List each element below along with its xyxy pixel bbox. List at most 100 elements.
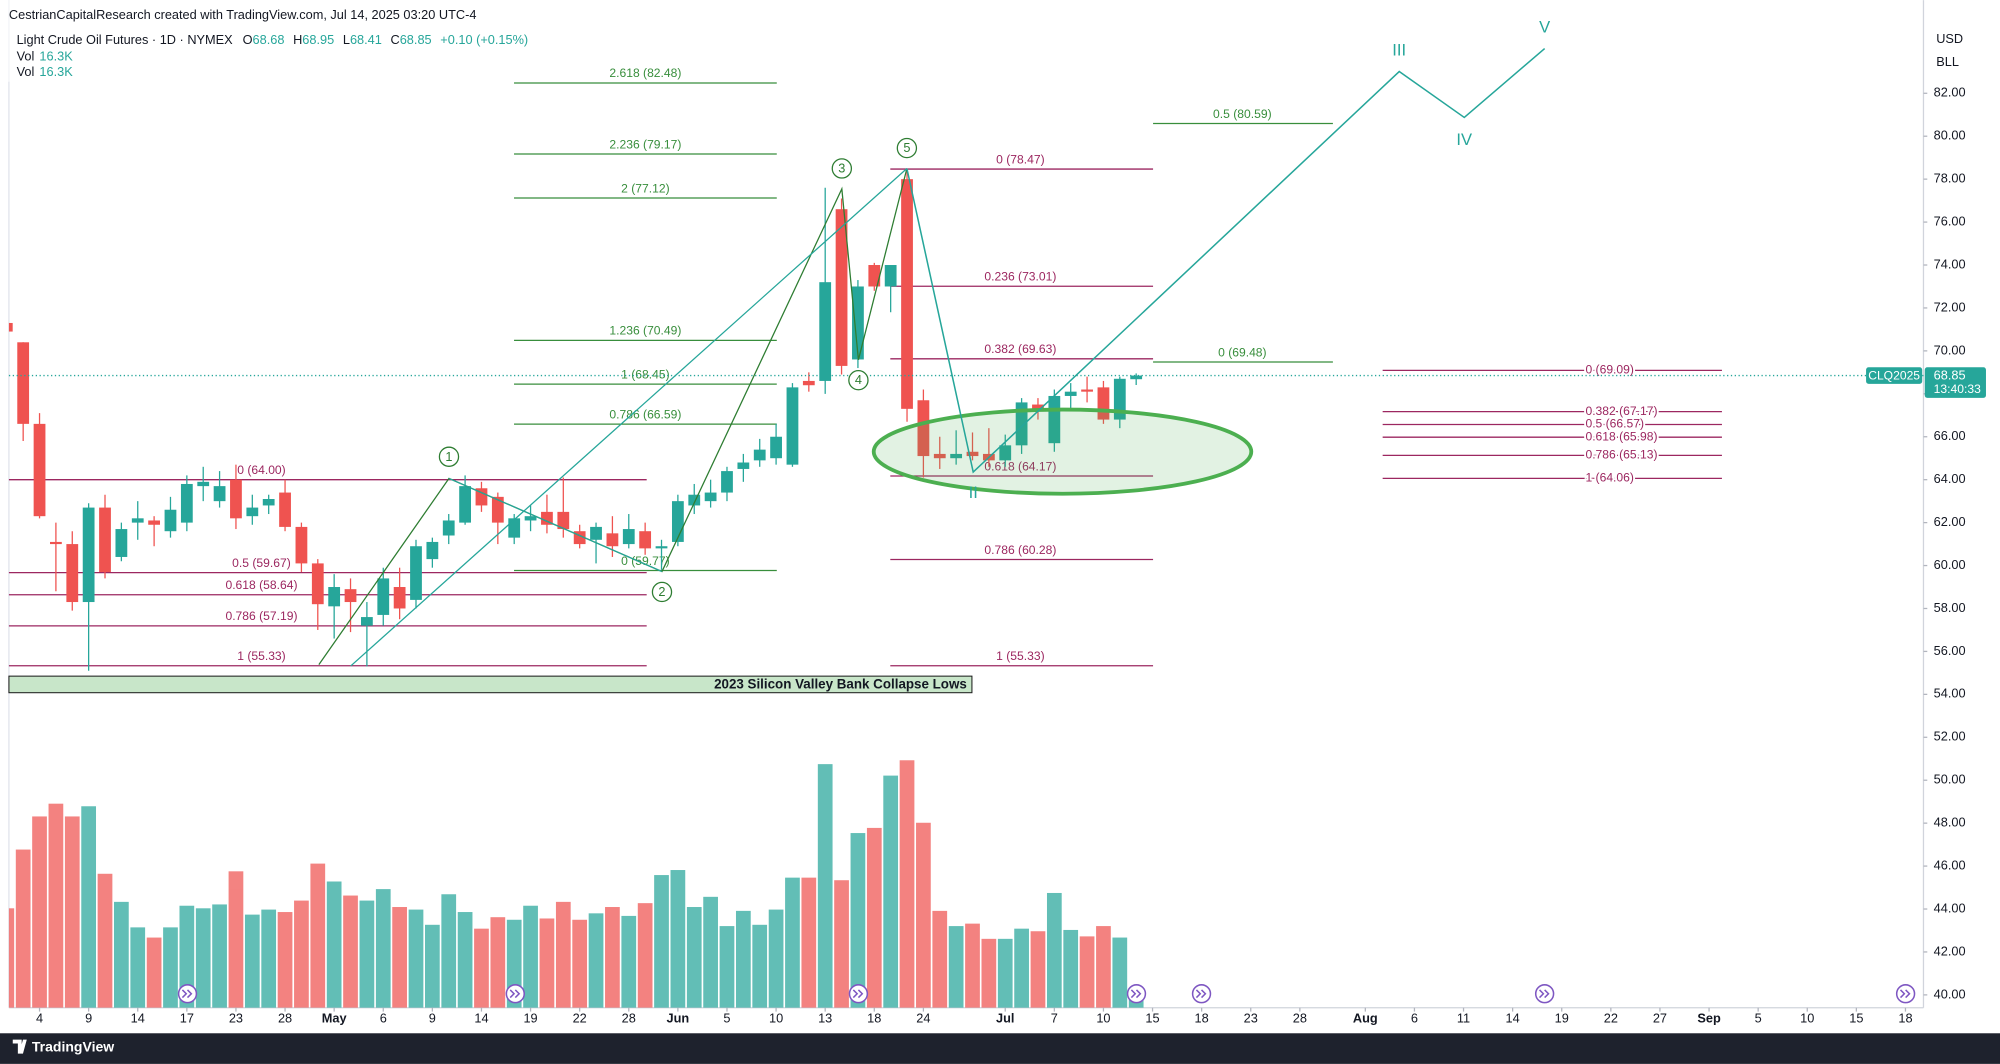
x-tick-label: 6 bbox=[380, 1011, 387, 1026]
candle-body bbox=[966, 451, 979, 457]
candle-body bbox=[8, 322, 13, 332]
volume-bar bbox=[1030, 931, 1046, 1008]
x-tick-label: Sep bbox=[1697, 1011, 1721, 1026]
fib-label: 1.236 (70.49) bbox=[609, 324, 681, 338]
volume-bar bbox=[474, 928, 489, 1008]
volume-bar bbox=[670, 870, 686, 1008]
x-tick-label: 13 bbox=[818, 1011, 832, 1026]
event-icon bbox=[505, 984, 525, 1004]
ohlc-value: 68.95 bbox=[302, 32, 334, 47]
candle-body bbox=[213, 486, 226, 502]
fib-label: 0.382 (67.17) bbox=[1585, 404, 1657, 418]
candle-body bbox=[1015, 402, 1028, 446]
candle-body bbox=[180, 483, 193, 523]
volume-bar bbox=[294, 900, 309, 1008]
wave-label: 2 bbox=[658, 584, 665, 599]
event-icon bbox=[177, 984, 198, 1004]
wave-circle bbox=[438, 446, 460, 467]
event-icon-glyph bbox=[852, 989, 864, 999]
credit: CestrianCapitalResearch created with Tra… bbox=[9, 7, 477, 22]
event-icon-glyph bbox=[181, 989, 193, 999]
symbol: Light Crude Oil Futures · 1D · NYMEX bbox=[17, 32, 234, 47]
x-tick-label: 17 bbox=[180, 1011, 194, 1026]
x-tick-label: 7 bbox=[1051, 1011, 1058, 1026]
candle-body bbox=[1064, 391, 1077, 396]
volume-bar bbox=[244, 914, 260, 1008]
volume-bar bbox=[948, 926, 964, 1008]
candle-body bbox=[393, 587, 406, 609]
volume-bar bbox=[97, 873, 113, 1008]
x-tick-label: 23 bbox=[229, 1011, 243, 1026]
volume-bar bbox=[48, 803, 64, 1008]
volume-bar bbox=[981, 938, 997, 1008]
volume-bar bbox=[1046, 892, 1062, 1008]
x-tick-label: 28 bbox=[622, 1011, 636, 1026]
candle-body bbox=[802, 380, 815, 386]
vol-row: Vol 16.3K bbox=[17, 49, 74, 64]
x-tick-label: 4 bbox=[36, 1011, 43, 1026]
vol-value: 16.3K bbox=[39, 49, 73, 64]
fib-label: 0.618 (58.64) bbox=[225, 578, 297, 592]
candle-body bbox=[279, 492, 291, 527]
x-tick-label: 23 bbox=[1244, 1011, 1258, 1026]
wave-label: 4 bbox=[855, 372, 862, 387]
ohlc-label: L bbox=[343, 32, 350, 47]
y-tick-label: 58.00 bbox=[1934, 600, 1966, 615]
candle-body bbox=[999, 445, 1012, 461]
fib-label: 1 (68.45) bbox=[621, 367, 669, 381]
candle-body bbox=[311, 563, 324, 605]
wave-circle bbox=[831, 158, 853, 179]
y-tick-label: 66.00 bbox=[1934, 428, 1966, 443]
volume-bar bbox=[375, 889, 391, 1008]
price-tag-label: 68.85 bbox=[1934, 368, 1966, 383]
candle-body bbox=[573, 531, 586, 545]
x-tick-label: May bbox=[322, 1011, 348, 1026]
event-icon bbox=[1895, 984, 1916, 1004]
candle-body bbox=[360, 617, 373, 626]
x-tick-label: 14 bbox=[1506, 1011, 1520, 1026]
trend-line bbox=[350, 168, 908, 667]
volume-bar bbox=[343, 895, 358, 1008]
volume-bar bbox=[997, 938, 1013, 1008]
x-tick-label: 5 bbox=[1755, 1011, 1762, 1026]
volume-bar bbox=[8, 908, 15, 1008]
volume-bar bbox=[572, 919, 588, 1008]
volume-bar bbox=[261, 909, 277, 1008]
fib-label: 0.5 (59.67) bbox=[232, 556, 291, 570]
x-tick-label: 18 bbox=[1195, 1011, 1209, 1026]
candle-body bbox=[704, 492, 717, 502]
fib-label: 0.618 (65.98) bbox=[1585, 429, 1657, 443]
y-tick-label: 70.00 bbox=[1934, 342, 1966, 357]
candle-body bbox=[770, 436, 782, 459]
volume-bar bbox=[179, 905, 195, 1008]
fib-label: 0.786 (65.13) bbox=[1585, 448, 1657, 462]
x-tick-label: 5 bbox=[723, 1011, 730, 1026]
volume-bar bbox=[408, 909, 424, 1008]
fib-label: 0 (59.77) bbox=[621, 554, 669, 568]
candle-body bbox=[328, 587, 341, 607]
symbol-row: Light Crude Oil Futures · 1D · NYMEX O 68… bbox=[17, 32, 529, 47]
fib-label: 0.786 (66.59) bbox=[609, 407, 681, 421]
elliott-label: II bbox=[969, 483, 978, 502]
x-tick-label: 9 bbox=[85, 1011, 92, 1026]
x-tick-label: Jul bbox=[996, 1011, 1014, 1026]
x-tick-label: 28 bbox=[1293, 1011, 1307, 1026]
volume-bar bbox=[163, 927, 178, 1008]
ticker-tag bbox=[1866, 367, 1923, 384]
volume-bar bbox=[621, 915, 637, 1008]
x-tick-label: 10 bbox=[1096, 1011, 1110, 1026]
x-tick-label: 22 bbox=[1604, 1011, 1618, 1026]
event-icon bbox=[848, 984, 869, 1004]
fib-label: 0.5 (66.57) bbox=[1585, 417, 1644, 431]
volume-bar bbox=[654, 875, 669, 1008]
wave-label: 3 bbox=[838, 160, 845, 175]
ohlc-label: O bbox=[243, 32, 253, 47]
candle-body bbox=[295, 526, 308, 564]
unit: BLL bbox=[1936, 54, 1959, 69]
vol-value: 16.3K bbox=[39, 64, 73, 79]
candle-body bbox=[917, 400, 930, 457]
candle-body bbox=[901, 179, 913, 409]
y-tick-label: 62.00 bbox=[1934, 514, 1966, 529]
